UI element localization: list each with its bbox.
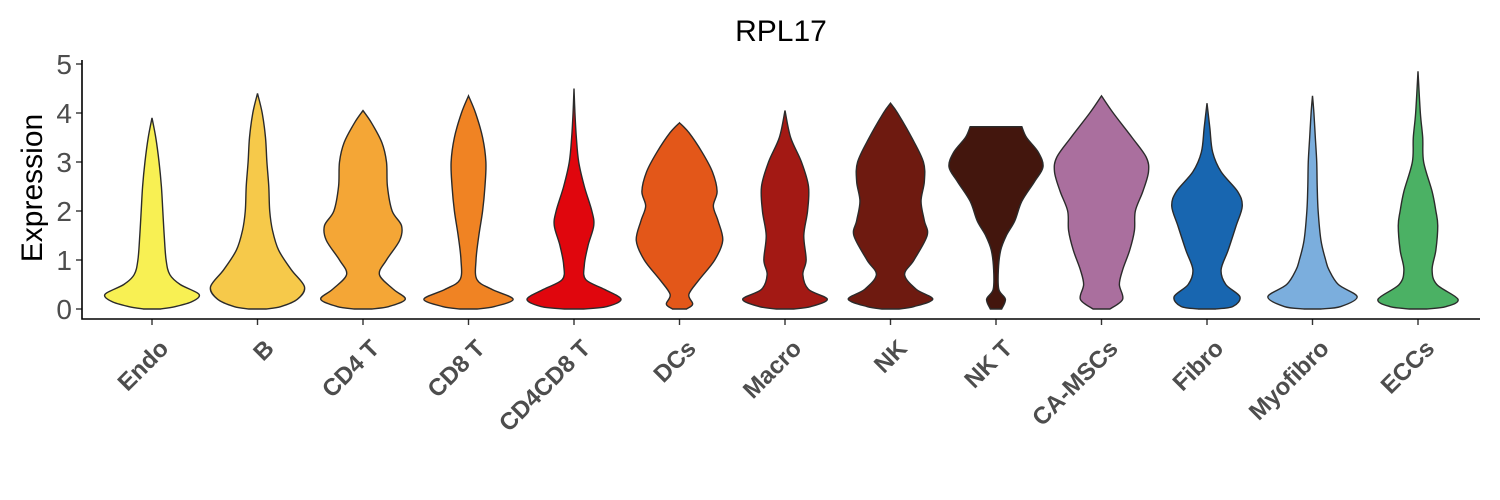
- axis-lines: [81, 60, 1480, 320]
- y-tick-label: 4: [56, 98, 72, 129]
- y-tick-label: 2: [56, 196, 72, 227]
- x-tick-label: Macro: [738, 335, 807, 404]
- chart-title: RPL17: [735, 15, 827, 48]
- x-tick-label: B: [248, 335, 279, 366]
- violin-cd4-t: [320, 109, 406, 310]
- x-tick-label: CD8 T: [422, 335, 490, 403]
- x-tick-label: CA-MSCs: [1027, 335, 1123, 431]
- violin-endo: [103, 117, 201, 310]
- violin-nk-t: [948, 126, 1044, 310]
- x-tick-label: NK: [869, 335, 913, 379]
- violin-fibro: [1171, 103, 1243, 310]
- violins-group: [103, 71, 1459, 310]
- x-tick-label: ECCs: [1376, 335, 1440, 399]
- violin-macro: [742, 110, 828, 310]
- violin-b: [209, 93, 306, 310]
- x-tick-label: Endo: [113, 335, 175, 397]
- y-axis-label: Expression: [16, 114, 49, 262]
- violin-nk: [847, 101, 934, 310]
- x-tick-label: CD4CD8 T: [494, 335, 596, 437]
- violin-ca-mscs: [1053, 94, 1150, 310]
- x-tick-label: DCs: [649, 335, 702, 388]
- x-tick-label: Fibro: [1168, 335, 1230, 397]
- x-tick-label: NK T: [959, 335, 1018, 394]
- violin-dcs: [635, 121, 724, 310]
- violin-eccs: [1377, 71, 1459, 310]
- y-ticks-group: 0 1 2 3 4 5: [56, 49, 82, 325]
- y-tick-label: 1: [56, 245, 72, 276]
- y-tick-label: 5: [56, 49, 72, 80]
- y-tick-label: 0: [56, 294, 72, 325]
- x-tick-label: Myofibro: [1244, 335, 1335, 426]
- violin-cd8-t: [423, 94, 514, 310]
- x-ticks-group: Endo B CD4 T CD8 T CD4CD8 T DCs Macro NK NK T CA-…: [113, 319, 1440, 437]
- violin-cd4cd8-t: [526, 88, 622, 310]
- y-tick-label: 3: [56, 147, 72, 178]
- violin-myofibro: [1267, 95, 1358, 310]
- x-tick-label: CD4 T: [317, 335, 385, 403]
